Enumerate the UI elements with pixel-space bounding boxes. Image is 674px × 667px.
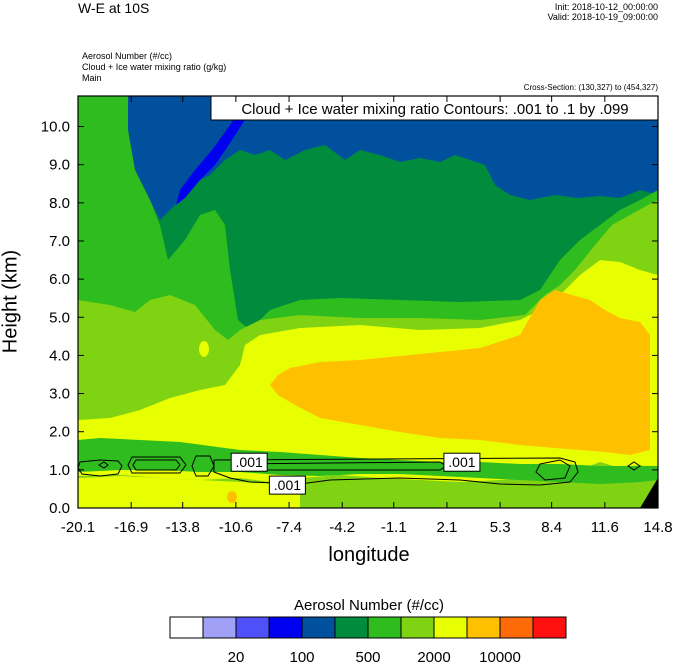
x-tick-label: 2.1 bbox=[437, 519, 458, 536]
x-tick-label: 8.4 bbox=[541, 519, 562, 536]
init-time: Init: 2018-10-12_00:00:00 bbox=[554, 2, 658, 12]
y-tick-label: 6.0 bbox=[49, 271, 70, 288]
x-axis-title: longitude bbox=[328, 544, 410, 566]
region-orange bbox=[270, 290, 650, 455]
colorbar-swatch bbox=[202, 616, 237, 639]
colorbar-swatch bbox=[169, 616, 204, 639]
y-tick-label: 3.0 bbox=[49, 386, 70, 403]
contour-line bbox=[98, 461, 109, 469]
y-tick-label: 7.0 bbox=[49, 233, 70, 250]
region-light-green-bottom bbox=[300, 482, 658, 508]
region-green-surface bbox=[78, 438, 658, 484]
field-label-aerosol: Aerosol Number (#/cc) bbox=[82, 51, 173, 61]
region-blue-streak bbox=[176, 110, 250, 205]
y-tick-label: 5.0 bbox=[49, 309, 70, 326]
colorbar-swatch bbox=[532, 616, 567, 639]
y-axis-title: Height (km) bbox=[0, 249, 22, 354]
region-orange-spot bbox=[227, 491, 237, 503]
field-label-main: Main bbox=[82, 73, 102, 83]
contour-line bbox=[132, 459, 181, 471]
x-tick-label: -16.9 bbox=[114, 519, 148, 536]
colorbar-label: 2000 bbox=[417, 649, 450, 666]
x-tick-label: -7.4 bbox=[276, 519, 302, 536]
plot-frame bbox=[77, 95, 659, 509]
x-tick-label: 5.3 bbox=[490, 519, 511, 536]
y-tick-label: 2.0 bbox=[49, 424, 70, 441]
contour-line bbox=[191, 455, 215, 477]
colorbar-swatch bbox=[334, 616, 369, 639]
colorbar-swatch bbox=[235, 616, 270, 639]
contour-info-label: Cloud + Ice water mixing ratio Contours:… bbox=[241, 101, 628, 118]
x-axis: -20.1 -16.9 -13.8 -10.6 -7.4 -4.2 -1.1 2.1 5.3 8.… bbox=[61, 96, 673, 536]
y-tick-label: 8.0 bbox=[49, 195, 70, 212]
x-tick-label: -20.1 bbox=[61, 519, 95, 536]
y-tick-label: 4.0 bbox=[49, 347, 70, 364]
y-tick-label: 10.0 bbox=[41, 119, 70, 136]
colorbar-label: 100 bbox=[289, 649, 314, 666]
colorbar-swatch bbox=[400, 616, 435, 639]
colorbar-label: 500 bbox=[355, 649, 380, 666]
contour-label-layer: .001 .001 .001 bbox=[230, 452, 481, 495]
terrain-corner bbox=[640, 478, 658, 508]
colorbar-swatch bbox=[367, 616, 402, 639]
contour-line bbox=[213, 457, 579, 486]
cloud-contours bbox=[78, 455, 641, 486]
contour-label: .001 bbox=[236, 454, 263, 470]
contour-label-box bbox=[268, 475, 306, 495]
y-axis: 0.0 1.0 2.0 3.0 4.0 5.0 6.0 7.0 8.0 9.0 10.0 bbox=[41, 119, 658, 517]
y-tick-label: 0.0 bbox=[49, 500, 70, 517]
contour-label-box bbox=[230, 452, 268, 472]
colorbar: 20 100 500 2000 10000 bbox=[169, 616, 567, 666]
filled-contours bbox=[78, 96, 658, 508]
contour-line bbox=[627, 461, 641, 471]
x-tick-label: 14.8 bbox=[643, 519, 672, 536]
colorbar-title: Aerosol Number (#/cc) bbox=[293, 597, 445, 614]
colorbar-swatch bbox=[433, 616, 468, 639]
region-yellow-bottom bbox=[78, 476, 300, 508]
colorbar-label: 10000 bbox=[479, 649, 521, 666]
x-tick-label: -10.6 bbox=[219, 519, 253, 536]
contour-label-box bbox=[443, 452, 481, 472]
field-label-cloud-ice: Cloud + Ice water mixing ratio (g/kg) bbox=[82, 62, 227, 72]
y-tick-label: 9.0 bbox=[49, 157, 70, 174]
contour-line bbox=[127, 456, 187, 474]
x-tick-label: -13.8 bbox=[166, 519, 200, 536]
colorbar-swatch bbox=[466, 616, 501, 639]
valid-time: Valid: 2018-10-19_09:00:00 bbox=[547, 12, 658, 22]
region-blue-top bbox=[128, 96, 658, 220]
colorbar-swatch bbox=[301, 616, 336, 639]
contour-line bbox=[535, 459, 571, 481]
chart-title: W-E at 10S bbox=[78, 0, 150, 16]
cross-section-label: Cross-Section: (130,327) to (454,327) bbox=[523, 83, 658, 92]
colorbar-label: 20 bbox=[228, 649, 245, 666]
contour-label: .001 bbox=[274, 477, 301, 493]
colorbar-swatch bbox=[499, 616, 534, 639]
colorbar-swatch bbox=[268, 616, 303, 639]
x-tick-label: -4.2 bbox=[329, 519, 355, 536]
y-tick-label: 1.0 bbox=[49, 462, 70, 479]
x-tick-label: 11.6 bbox=[591, 519, 619, 536]
region-yellow-spot bbox=[199, 341, 209, 357]
contour-label: .001 bbox=[448, 454, 475, 470]
x-tick-label: -1.1 bbox=[381, 519, 407, 536]
